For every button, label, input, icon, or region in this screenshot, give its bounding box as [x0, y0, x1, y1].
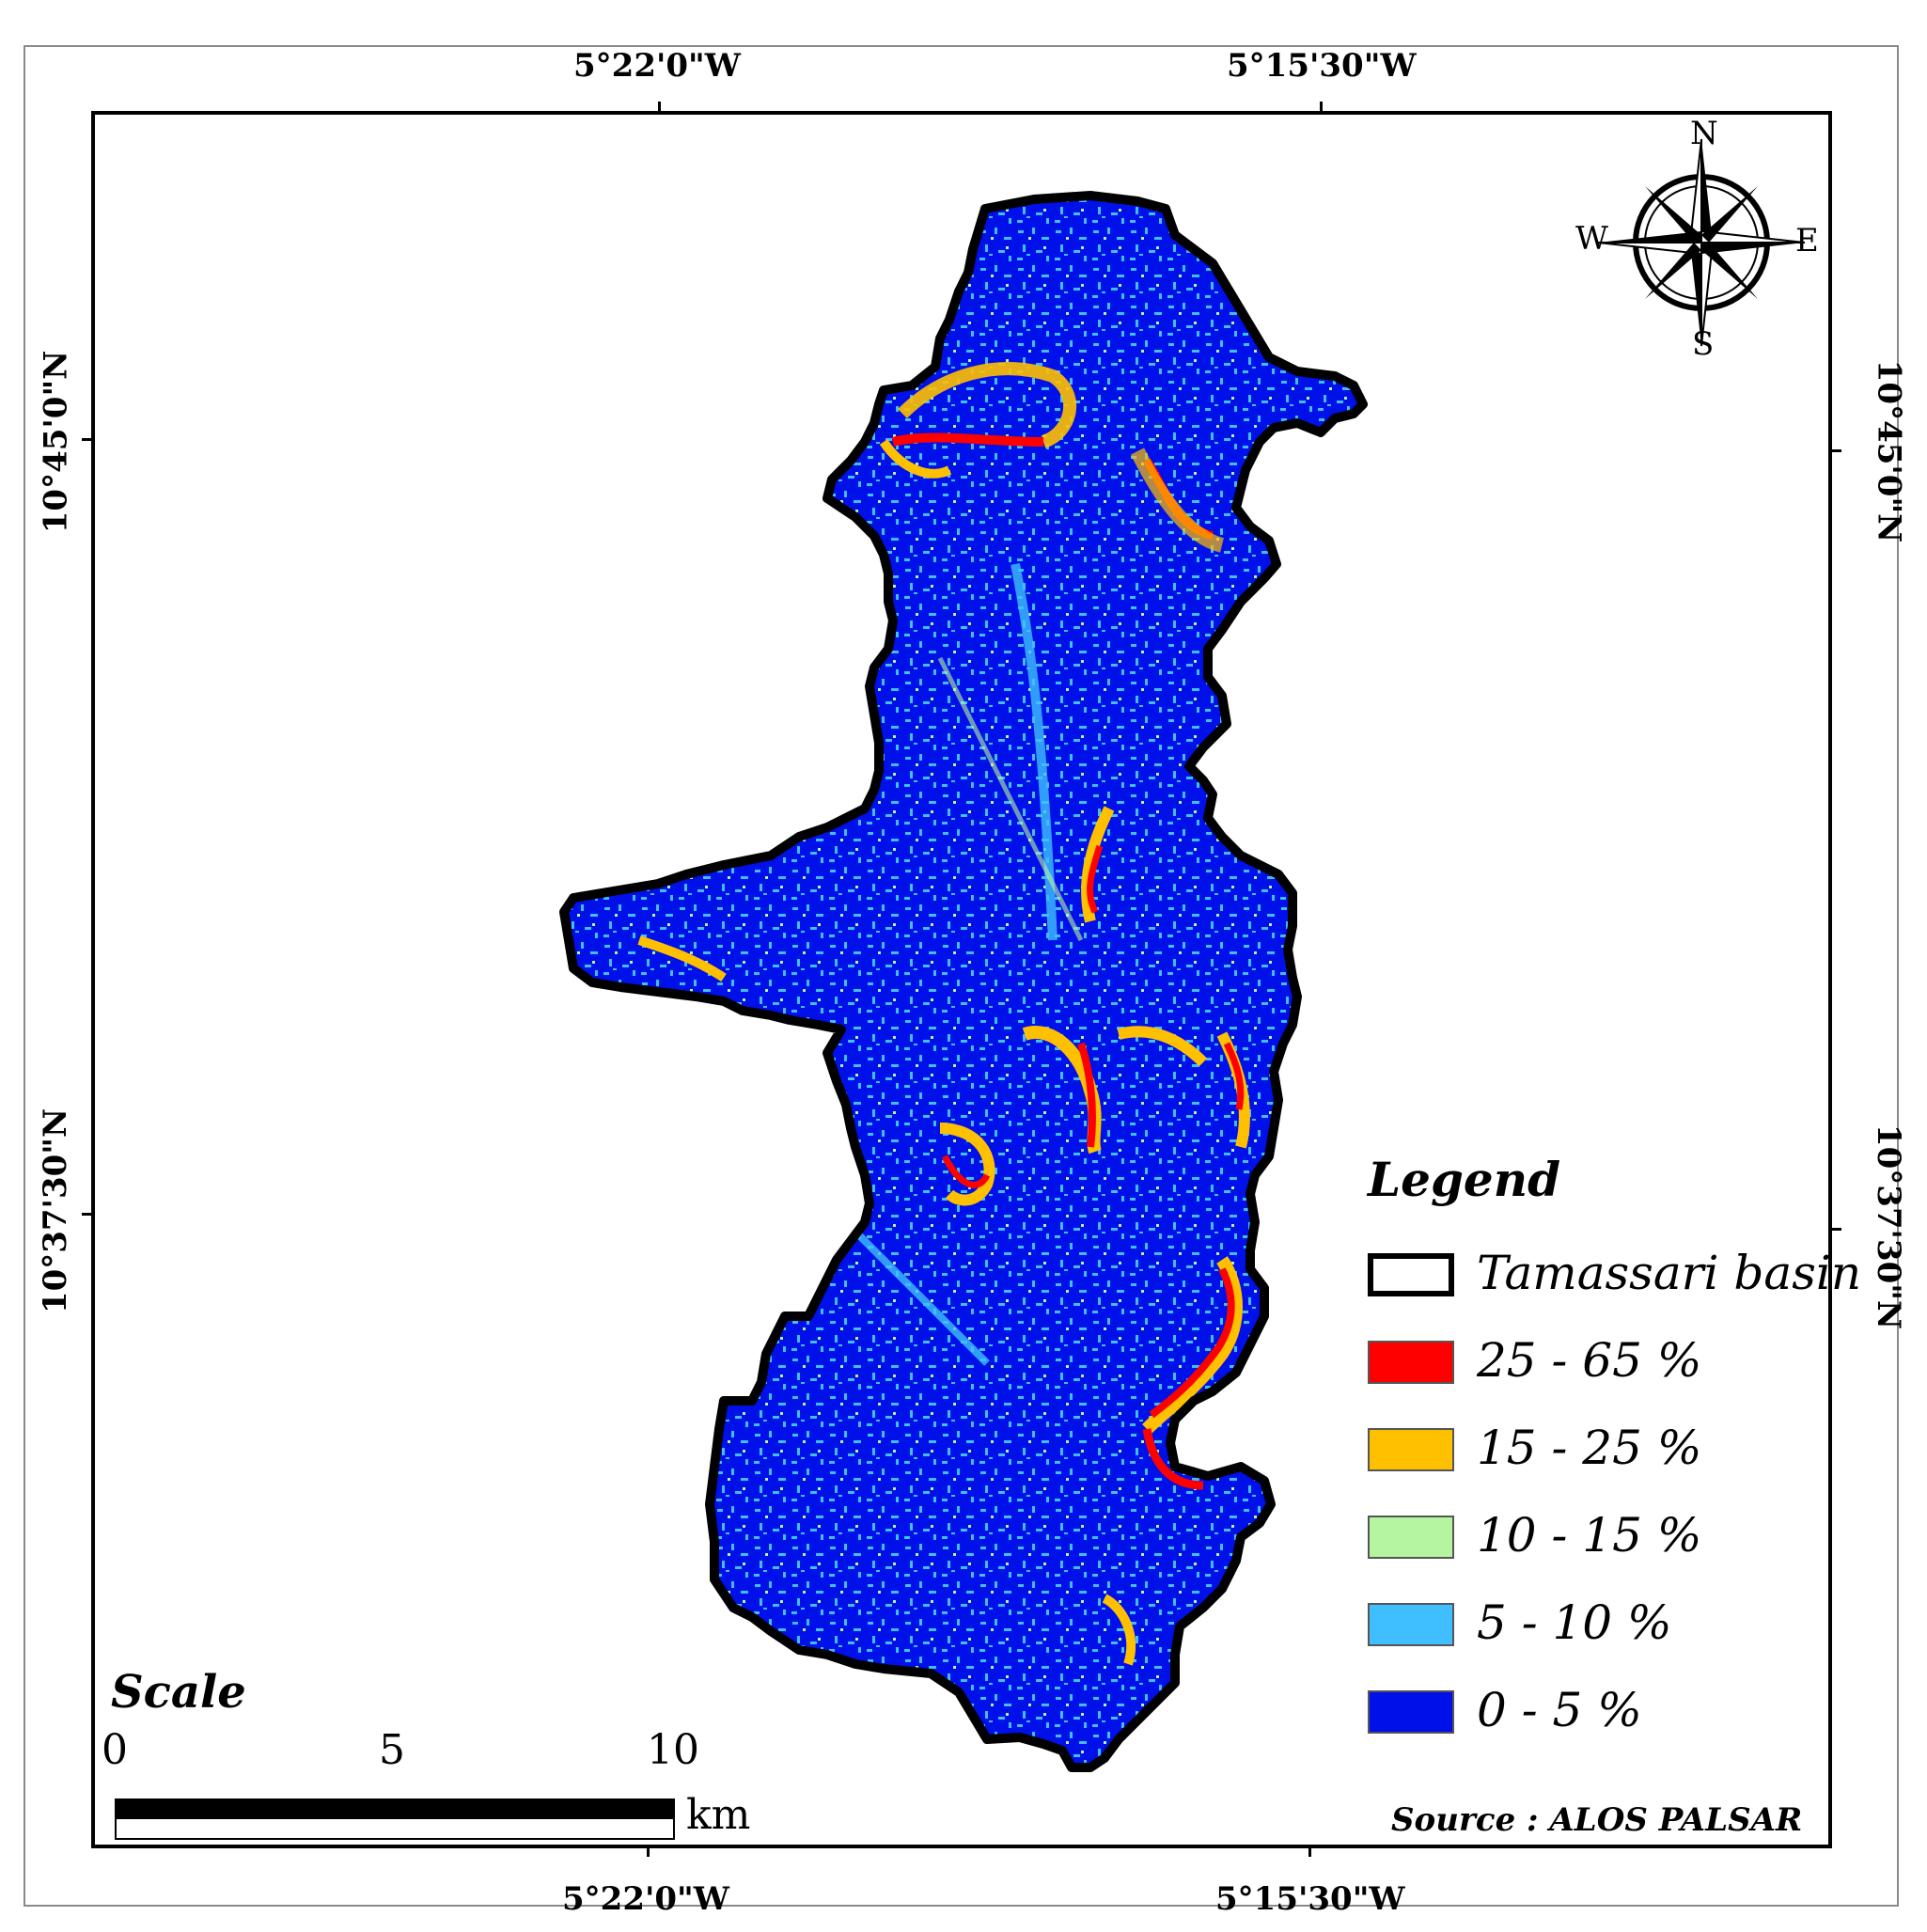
legend-item-10-15: 10 - 15 % [1368, 1508, 1838, 1564]
scale-bar-black [115, 1798, 675, 1817]
legend-swatch-10-15 [1368, 1516, 1454, 1559]
scale-tick-5: 5 [379, 1726, 405, 1774]
left-tick-1 [82, 438, 93, 441]
legend-title: Legend [1368, 1152, 1561, 1207]
legend-label-10-15: 10 - 15 % [1477, 1508, 1702, 1563]
legend-label-basin: Tamassari basin [1477, 1246, 1862, 1300]
top-longitude-label-1: 5°22'0"W [573, 47, 741, 85]
tamassari-basin-outline [559, 191, 1368, 1772]
legend-swatch-15-25 [1368, 1428, 1454, 1471]
bottom-tick-2 [1308, 1846, 1311, 1857]
right-tick-1 [1830, 449, 1841, 452]
legend-swatch-0-5 [1368, 1690, 1454, 1734]
right-tick-2 [1830, 1228, 1841, 1231]
compass-rose-icon [1597, 138, 1806, 347]
compass-north-label: N [1690, 115, 1718, 152]
source-credit: Source : ALOS PALSAR [1391, 1801, 1803, 1839]
legend-item-15-25: 15 - 25 % [1368, 1421, 1838, 1477]
scale-tick-0: 0 [102, 1726, 128, 1774]
legend-label-25-65: 25 - 65 % [1477, 1333, 1702, 1388]
scale-tick-10: 10 [647, 1726, 699, 1774]
outer-frame [24, 45, 1899, 1907]
legend-item-basin: Tamassari basin [1368, 1246, 1861, 1302]
compass-east-label: E [1795, 222, 1819, 259]
bottom-tick-1 [647, 1846, 650, 1857]
bottom-longitude-label-2: 5°15'30"W [1215, 1880, 1405, 1918]
bottom-longitude-label-1: 5°22'0"W [562, 1880, 729, 1918]
legend: Legend Tamassari basin 25 - 65 % 15 - 25… [1368, 1152, 1861, 1753]
legend-item-5-10: 5 - 10 % [1368, 1595, 1838, 1652]
scale-unit: km [686, 1791, 751, 1839]
scale-bar-white [115, 1817, 675, 1840]
left-tick-2 [82, 1213, 93, 1216]
legend-label-5-10: 5 - 10 % [1477, 1595, 1672, 1650]
legend-swatch-25-65 [1368, 1341, 1454, 1384]
slope-features [637, 362, 1250, 1666]
top-longitude-label-2: 5°15'30"W [1227, 47, 1417, 85]
scale-title: Scale [111, 1666, 246, 1719]
legend-swatch-5-10 [1368, 1603, 1454, 1646]
legend-swatch-basin [1368, 1253, 1454, 1296]
legend-label-0-5: 0 - 5 % [1477, 1683, 1642, 1737]
legend-item-0-5: 0 - 5 % [1368, 1683, 1838, 1739]
legend-label-15-25: 15 - 25 % [1477, 1421, 1702, 1475]
top-tick-1 [658, 102, 661, 113]
compass-west-label: W [1575, 220, 1608, 258]
legend-item-25-65: 25 - 65 % [1368, 1333, 1838, 1390]
top-tick-2 [1320, 102, 1323, 113]
compass-south-label: S [1692, 325, 1715, 363]
basin-group [559, 191, 1368, 1772]
north-arrow: N S E W [1575, 115, 1824, 365]
